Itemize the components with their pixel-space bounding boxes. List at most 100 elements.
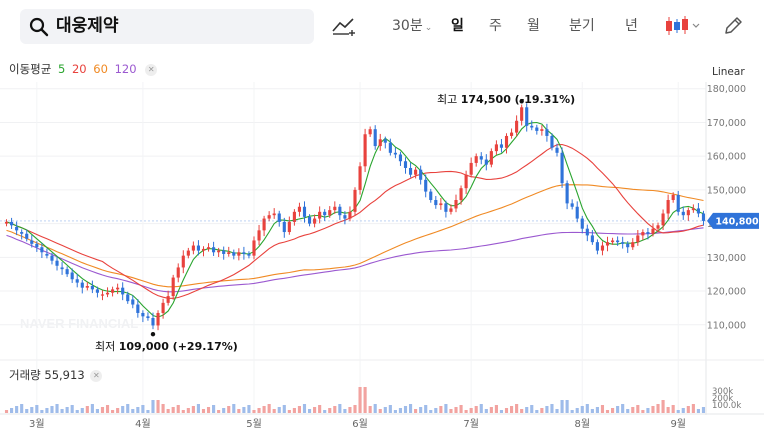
volume-bar <box>222 408 226 413</box>
candle-body <box>121 287 125 295</box>
candle-body <box>388 142 392 153</box>
volume-bar <box>479 404 483 413</box>
candle-body <box>217 250 221 253</box>
volume-bar <box>116 408 120 413</box>
volume-label: 거래량 55,913 <box>9 368 85 382</box>
search-icon[interactable] <box>28 16 50 38</box>
candle-body <box>611 240 615 243</box>
period-week-tab[interactable]: 주 <box>489 18 502 34</box>
candle-body <box>181 255 185 268</box>
volume-bar <box>509 406 514 413</box>
volume-bar <box>358 387 362 413</box>
candle-body <box>287 221 291 233</box>
volume-bar <box>444 404 448 413</box>
close-icon[interactable]: ✕ <box>90 369 103 382</box>
volume-bar <box>333 406 337 413</box>
candle-body <box>403 161 408 168</box>
volume-bar <box>686 406 690 413</box>
candle-body <box>419 169 423 180</box>
candle-body <box>368 129 372 135</box>
candle-body <box>212 247 216 253</box>
candle-body <box>257 230 261 241</box>
chart-grid <box>0 82 764 415</box>
volume-bar <box>105 405 110 413</box>
candle-body <box>373 129 377 147</box>
candle-body <box>696 208 700 214</box>
stock-name[interactable]: 대웅제약 <box>56 16 119 36</box>
volume-bar <box>338 404 342 413</box>
volume-bar <box>575 408 579 413</box>
volume-bar <box>262 406 266 413</box>
pencil-icon[interactable] <box>722 15 744 37</box>
candle-body <box>338 206 342 216</box>
candle-body <box>444 203 448 212</box>
volume-legend[interactable]: 거래량 55,913 ✕ <box>9 367 103 383</box>
stock-search-box[interactable]: 대웅제약 <box>20 9 314 44</box>
volume-bar <box>166 409 170 413</box>
candle-body <box>45 253 49 256</box>
volume-bar <box>307 409 312 413</box>
candle-body <box>651 228 655 234</box>
candle-body <box>621 242 625 244</box>
volume-bar <box>126 404 130 413</box>
candle-body <box>439 203 443 206</box>
volume-bar <box>353 405 357 413</box>
period-month-tab[interactable]: 월 <box>527 18 540 34</box>
period-day-tab[interactable]: 일 <box>451 18 464 34</box>
volume-bar <box>474 406 478 413</box>
candle-body <box>15 226 19 231</box>
scale-toggle[interactable]: Linear <box>712 66 745 78</box>
volume-bar <box>363 387 367 413</box>
candle-body <box>35 243 39 248</box>
candle-body <box>313 218 317 224</box>
volume-bar <box>570 410 574 413</box>
volume-bar <box>459 405 463 413</box>
volume-bar <box>131 409 135 413</box>
volume-bar <box>186 408 190 413</box>
volume-bar <box>590 409 594 413</box>
volume-bar <box>383 407 387 413</box>
volume-bar <box>641 410 645 413</box>
candle-body <box>80 282 84 288</box>
volume-bar <box>681 408 685 413</box>
ma-5-line <box>6 121 704 318</box>
period-30min-dropdown[interactable]: 30분 ⌄ <box>392 16 432 38</box>
candle-body <box>227 252 231 254</box>
candle-body <box>292 211 296 222</box>
candle-body <box>10 221 14 226</box>
volume-bar <box>121 406 125 413</box>
volume-bar <box>146 410 150 413</box>
volume-bar <box>343 409 347 413</box>
candle-body <box>242 252 246 254</box>
ma-20-line <box>6 143 704 299</box>
volume-bar <box>100 407 105 413</box>
candle-body <box>50 255 54 261</box>
volume-bar <box>60 409 64 413</box>
candle-body <box>434 200 438 206</box>
ma-20-label: 20 <box>71 62 87 76</box>
price-tick-label: 110,000 <box>707 320 746 331</box>
period-quarter-tab[interactable]: 분기 <box>569 18 595 34</box>
period-year-tab[interactable]: 년 <box>625 18 638 34</box>
volume-bar <box>313 407 317 413</box>
candle-body <box>499 144 504 148</box>
volume-bar <box>50 406 54 413</box>
candle-type-icon[interactable] <box>664 14 702 38</box>
volume-bar <box>302 404 307 413</box>
candle-body <box>151 318 155 326</box>
volume-bar <box>45 408 49 413</box>
moving-average-legend[interactable]: 이동평균 5 20 60 120 ✕ <box>9 61 160 77</box>
volume-bar <box>287 410 291 413</box>
candle-body <box>55 260 59 266</box>
watermark: NAVER FINANCIAL <box>20 316 138 331</box>
candle-body <box>85 285 89 288</box>
volume-bar <box>55 404 59 413</box>
drawing-tool-icon[interactable] <box>331 15 357 37</box>
close-icon[interactable]: ✕ <box>145 63 158 76</box>
candle-body <box>252 240 256 256</box>
candle-body <box>590 235 594 243</box>
candle-body <box>626 243 630 248</box>
low-annotation: 최저 109,000 (+29.17%) <box>95 340 238 353</box>
candle-body <box>136 304 140 313</box>
